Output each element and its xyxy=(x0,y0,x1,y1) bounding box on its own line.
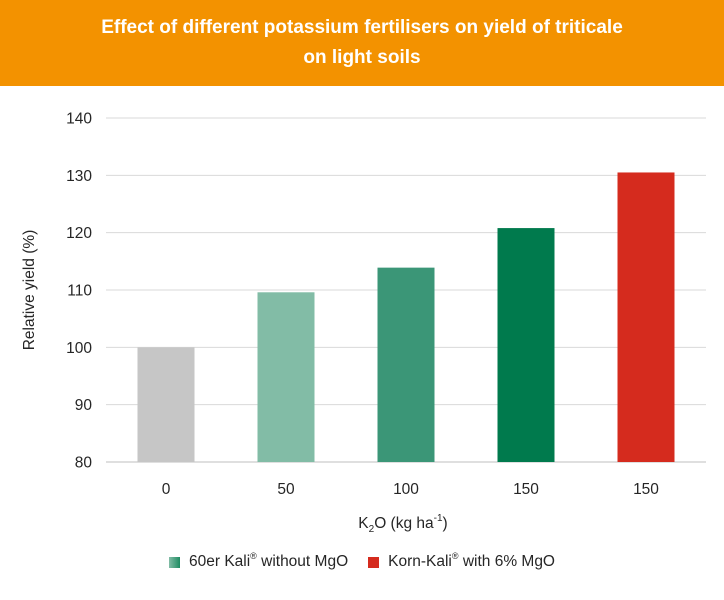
legend-item-60er-kali: 60er Kali® without MgO xyxy=(168,550,349,571)
legend-swatch-green xyxy=(168,556,180,568)
y-tick-label-80: 80 xyxy=(75,455,93,472)
x-axis-label-unit: O (kg ha xyxy=(374,515,434,532)
y-tick-label-110: 110 xyxy=(67,283,92,300)
bar-5 xyxy=(617,172,675,462)
legend-label-korn-kali: Korn-Kali® with 6% MgO xyxy=(388,550,555,570)
legend-swatch-red xyxy=(368,556,380,568)
chart-title: Effect of different potassium fertiliser… xyxy=(42,13,682,73)
x-axis-label: K2O (kg ha-1) xyxy=(358,513,447,535)
bar-1 xyxy=(137,347,195,462)
y-tick-label-90: 90 xyxy=(75,397,93,414)
bar-3 xyxy=(377,267,435,462)
chart-title-line-2: on light soils xyxy=(303,47,421,68)
y-tick-label-120: 120 xyxy=(66,225,92,242)
x-tick-label-1: 0 xyxy=(162,481,171,498)
x-axis-label-subscript: 2 xyxy=(369,524,375,535)
bar-2 xyxy=(257,292,315,462)
x-axis-ticks: 0 50 100 150 150 xyxy=(162,481,660,498)
chart-title-line-1: Effect of different potassium fertiliser… xyxy=(101,17,623,38)
legend: 60er Kali® without MgO Korn-Kali® with 6… xyxy=(0,550,724,574)
x-tick-label-3: 100 xyxy=(393,481,419,498)
y-tick-label-130: 130 xyxy=(66,168,92,185)
bar-4 xyxy=(497,228,555,462)
y-axis-ticks: 80 90 100 110 120 130 140 xyxy=(66,111,92,472)
x-axis-label-close: ) xyxy=(443,515,448,532)
chart-header: Effect of different potassium fertiliser… xyxy=(0,0,724,86)
y-axis-label: Relative yield (%) xyxy=(21,230,38,351)
x-tick-label-2: 50 xyxy=(277,481,295,498)
y-tick-label-140: 140 xyxy=(66,111,92,128)
x-axis-label-k: K xyxy=(358,515,369,532)
y-tick-label-100: 100 xyxy=(66,340,92,357)
bars xyxy=(137,172,675,462)
x-axis-label-superscript: -1 xyxy=(434,513,443,524)
legend-label-60er-kali: 60er Kali® without MgO xyxy=(188,550,349,570)
legend-item-korn-kali: Korn-Kali® with 6% MgO xyxy=(368,550,555,571)
x-tick-label-4: 150 xyxy=(513,481,539,498)
x-tick-label-5: 150 xyxy=(633,481,659,498)
bar-chart: 80 90 100 110 120 130 140 0 50 100 150 150 Relativ… xyxy=(21,111,706,535)
